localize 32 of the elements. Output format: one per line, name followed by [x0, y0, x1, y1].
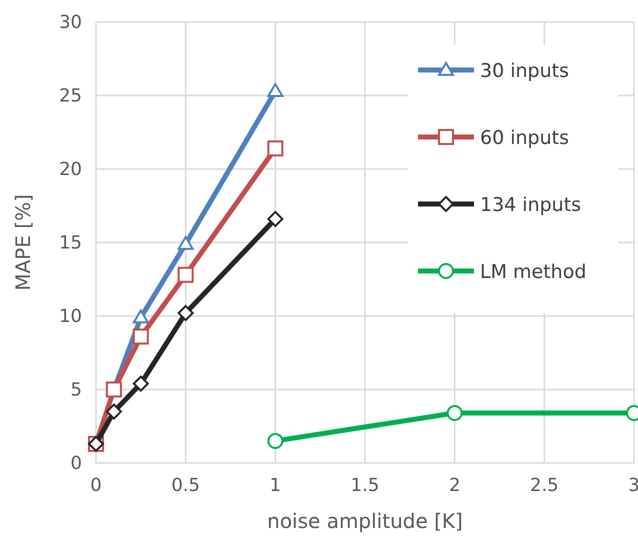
x-tick-label: 3 — [628, 475, 638, 496]
y-axis-title: MAPE [%] — [11, 194, 35, 291]
x-tick-label: 2.5 — [530, 475, 559, 496]
point — [267, 210, 284, 227]
y-tick-label: 5 — [70, 380, 82, 400]
x-axis-title: noise amplitude [K] — [267, 509, 463, 533]
point — [267, 432, 284, 449]
y-tick-label: 15 — [59, 232, 82, 254]
point — [178, 236, 194, 250]
legend-label: 30 inputs — [480, 60, 569, 82]
x-tick-label: 1 — [270, 475, 282, 496]
x-tick-label: 0.5 — [171, 475, 200, 496]
x-tick-label: 0 — [90, 475, 102, 496]
y-tick-label: 25 — [59, 86, 82, 106]
legend-label: 134 inputs — [480, 194, 582, 216]
point — [132, 376, 149, 392]
y-tick-label: 20 — [59, 159, 82, 180]
x-tick-label: 1.5 — [350, 475, 380, 496]
point — [446, 405, 463, 422]
point — [178, 305, 194, 322]
point — [178, 266, 194, 283]
point — [106, 404, 122, 420]
x-tick-label: 2 — [448, 475, 460, 496]
point — [132, 328, 149, 345]
y-tick-label: 30 — [59, 12, 82, 33]
point — [267, 140, 284, 156]
y-tick-label: 0 — [70, 453, 82, 474]
legend-label: LM method — [480, 261, 586, 283]
point — [267, 83, 284, 97]
point — [132, 309, 149, 324]
legend-label: 60 inputs — [480, 127, 569, 149]
y-tick-label: 10 — [59, 306, 82, 327]
